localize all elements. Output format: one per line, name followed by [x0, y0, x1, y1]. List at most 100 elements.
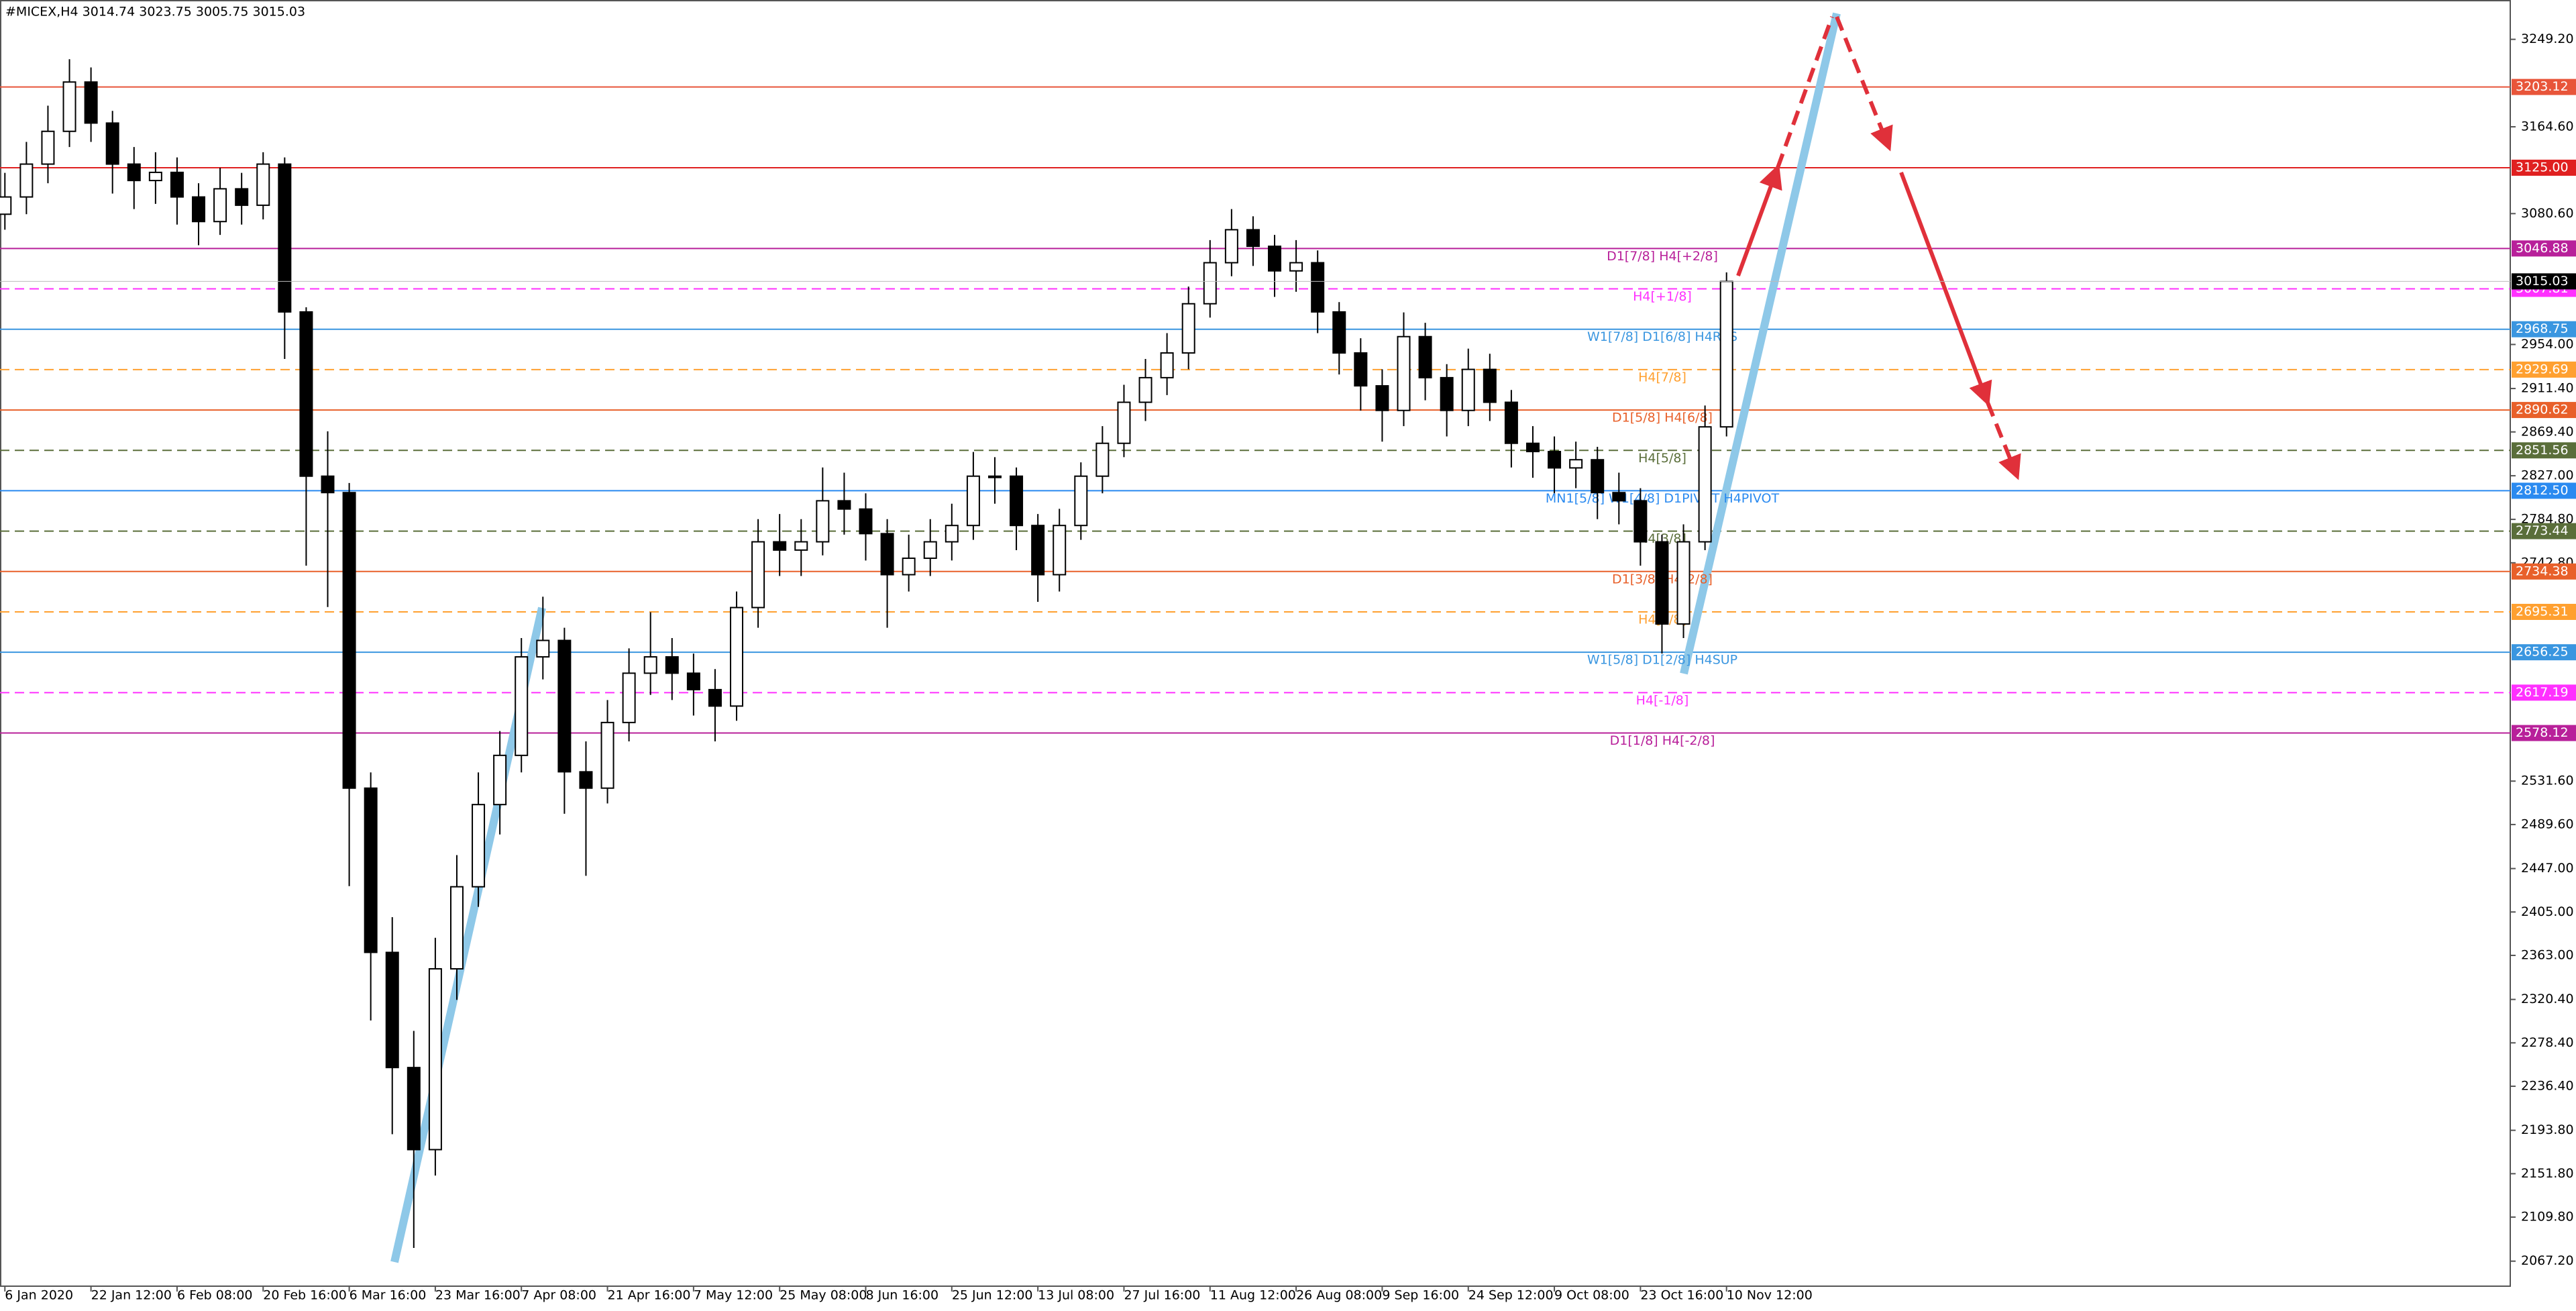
- price-badge-label: 3203.12: [2516, 79, 2569, 94]
- y-tick-label: 2869.40: [2521, 424, 2574, 439]
- x-tick-label: 11 Aug 12:00: [1210, 1288, 1296, 1303]
- price-badge: [2512, 321, 2576, 337]
- price-badge: [2512, 402, 2576, 419]
- candle-body: [966, 475, 980, 527]
- y-tick-label: 2954.00: [2521, 337, 2574, 352]
- candle-body: [536, 639, 550, 658]
- candle-body: [1698, 426, 1712, 543]
- candle-body: [407, 1067, 421, 1151]
- x-tick-label: 9 Sep 16:00: [1382, 1288, 1459, 1303]
- candle-body: [600, 721, 614, 789]
- candle-body: [794, 541, 808, 551]
- level-label: H4[5/8]: [1638, 451, 1686, 466]
- x-tick-label: 20 Feb 16:00: [263, 1288, 347, 1303]
- level-label: MN1[5/8] W1[4/8] D1PIVOT H4PIVOT: [1546, 491, 1780, 506]
- price-badge-label: 2812.50: [2516, 483, 2569, 498]
- level-label: W1[7/8] D1[6/8] H4RES: [1587, 329, 1737, 344]
- x-tick-label: 23 Mar 16:00: [435, 1288, 521, 1303]
- candle-body: [1010, 475, 1024, 527]
- price-badge-label: 2929.69: [2516, 362, 2569, 376]
- x-tick-label: 24 Sep 12:00: [1468, 1288, 1554, 1303]
- candle-body: [1397, 335, 1411, 411]
- candle-body: [256, 163, 270, 206]
- candle-body: [0, 196, 12, 215]
- candle-body: [1569, 459, 1583, 469]
- price-badge: [2512, 442, 2576, 459]
- x-tick-label: 8 Jun 16:00: [866, 1288, 939, 1303]
- candle-body: [859, 508, 873, 535]
- x-tick-label: 25 May 08:00: [780, 1288, 867, 1303]
- candle-body: [686, 672, 700, 690]
- price-badge: [2512, 159, 2576, 176]
- candle-body: [902, 558, 916, 576]
- x-tick-label: 6 Mar 16:00: [350, 1288, 427, 1303]
- candle-body: [213, 188, 227, 223]
- price-badge: [2512, 725, 2576, 741]
- y-tick-label: 2911.40: [2521, 381, 2574, 396]
- candle-body: [1655, 541, 1669, 625]
- candle-body: [643, 656, 657, 674]
- candle-body: [1138, 376, 1152, 403]
- y-tick-label: 2784.80: [2521, 512, 2574, 527]
- candle-body: [923, 541, 937, 560]
- candle-body: [1095, 442, 1110, 477]
- candle-body: [342, 492, 356, 789]
- y-tick-label: 2067.20: [2521, 1253, 2574, 1268]
- forecast-arrow: [1835, 15, 1893, 152]
- price-badge-label: 2656.25: [2516, 645, 2569, 660]
- candle-body: [1053, 525, 1067, 576]
- candle-body: [1548, 451, 1562, 469]
- candle-body: [299, 311, 313, 477]
- price-badge-label: 3046.88: [2516, 241, 2569, 256]
- level-label: H4[7/8]: [1638, 370, 1686, 384]
- candle-body: [1440, 376, 1454, 411]
- y-tick-label: 2193.80: [2521, 1122, 2574, 1137]
- candle-body: [708, 688, 722, 707]
- candle-body: [579, 771, 593, 789]
- y-tick-label: 2447.00: [2521, 861, 2574, 876]
- x-tick-label: 25 Jun 12:00: [952, 1288, 1033, 1303]
- x-tick-label: 7 Apr 08:00: [521, 1288, 596, 1303]
- y-tick-label: 2236.40: [2521, 1079, 2574, 1094]
- candle-body: [321, 475, 335, 494]
- forecast-arrow: [1899, 171, 1992, 407]
- x-tick-label: 7 May 12:00: [694, 1288, 773, 1303]
- level-label: W1[5/8] D1[2/8] H4SUP: [1587, 653, 1737, 668]
- candle-body: [1031, 525, 1045, 576]
- y-tick-label: 2151.80: [2521, 1166, 2574, 1181]
- x-tick-label: 6 Jan 2020: [5, 1288, 73, 1303]
- candle-body: [1612, 492, 1626, 502]
- level-label: D1[1/8] H4[-2/8]: [1610, 733, 1715, 748]
- candle-body: [1418, 335, 1432, 378]
- candle-body: [837, 500, 851, 510]
- price-badge: [2512, 523, 2576, 539]
- candle-body: [515, 656, 529, 756]
- price-badge-label: 2773.44: [2516, 523, 2569, 538]
- y-tick-label: 2827.00: [2521, 468, 2574, 483]
- chart-title: #MICEX,H4 3014.74 3023.75 3005.75 3015.0…: [5, 5, 305, 19]
- x-tick-label: 27 Jul 16:00: [1124, 1288, 1200, 1303]
- candle-body: [880, 533, 894, 576]
- candle-body: [1311, 262, 1325, 313]
- candle-body: [1525, 442, 1540, 453]
- candle-body: [1289, 262, 1303, 272]
- candle-body: [364, 787, 378, 953]
- candle-body: [84, 81, 98, 124]
- last-price-label: 3015.03: [2516, 274, 2569, 289]
- candle-body: [773, 541, 787, 551]
- plot-frame: [0, 0, 2511, 1287]
- candle-body: [170, 171, 184, 198]
- candle-body: [62, 81, 76, 132]
- candle-body: [1504, 401, 1518, 444]
- candle-body: [1224, 229, 1238, 264]
- forecast-arrow: [1986, 401, 2021, 480]
- y-tick-label: 2320.40: [2521, 992, 2574, 1006]
- last-price-badge: [2512, 273, 2576, 290]
- y-tick-label: 3249.20: [2521, 32, 2574, 46]
- y-tick-label: 2405.00: [2521, 904, 2574, 919]
- candle-body: [1160, 352, 1174, 378]
- candle-body: [1591, 459, 1605, 494]
- y-tick-label: 3164.60: [2521, 119, 2574, 134]
- forecast-arrow: [1776, 15, 1834, 169]
